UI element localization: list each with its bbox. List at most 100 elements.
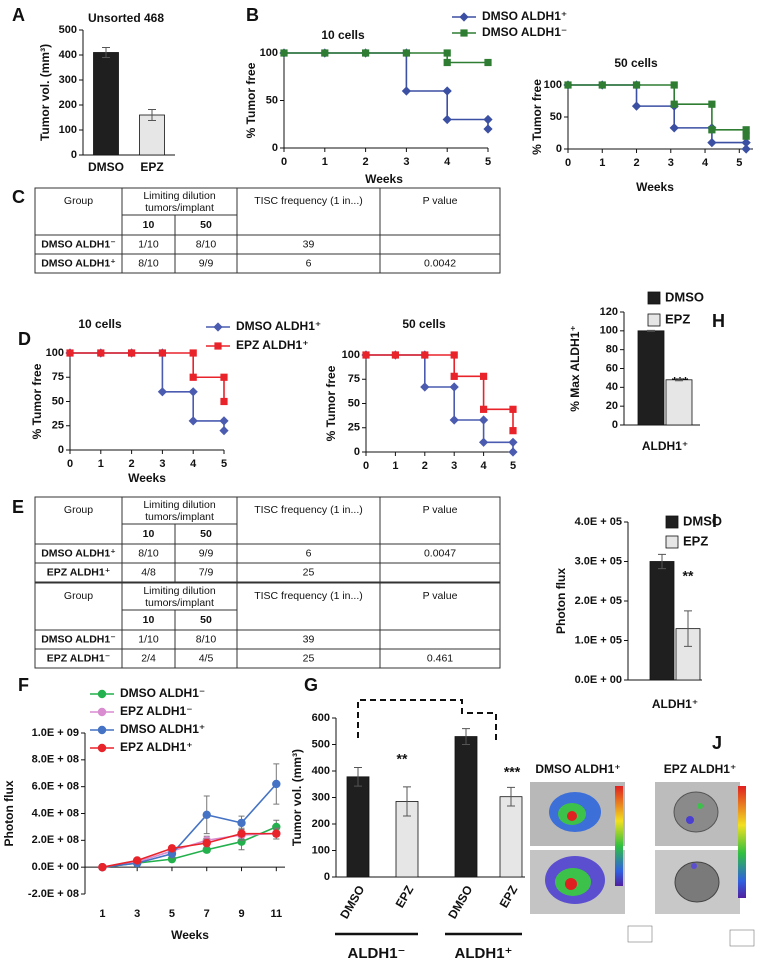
y-tick-label: 4.0E + 05 — [575, 516, 622, 528]
legend-swatch — [647, 291, 661, 305]
marker — [237, 818, 246, 828]
series-line — [70, 352, 225, 431]
table-cell: 0.0047 — [424, 547, 456, 559]
panel-letter: I — [712, 511, 717, 531]
marker — [480, 405, 488, 413]
table-border — [34, 496, 501, 583]
error-bar — [403, 786, 411, 817]
significance-bracket — [357, 699, 497, 742]
marker — [450, 372, 458, 380]
marker — [391, 351, 399, 359]
marker — [272, 779, 281, 789]
y-tick-label: 80 — [606, 344, 618, 356]
table-border — [34, 582, 501, 669]
y-tick-label: 0 — [58, 444, 64, 456]
panel-letter: D — [18, 329, 31, 349]
y-axis-label: % Tumor free — [30, 363, 44, 439]
marker — [219, 416, 229, 426]
marker — [450, 351, 458, 359]
marker — [402, 49, 410, 57]
y-tick-label: 120 — [600, 306, 618, 318]
image-blob — [674, 861, 720, 903]
y-tick-label: 25 — [348, 422, 360, 434]
y-axis-label: Tumor vol. (mm³) — [290, 749, 304, 846]
y-tick-label: 100 — [600, 325, 618, 337]
x-tick-label: ALDH1⁺ — [642, 439, 688, 453]
x-tick-label: 4 — [702, 157, 709, 169]
table-cell: 6 — [306, 257, 312, 269]
marker — [443, 49, 451, 57]
y-tick-label: 500 — [59, 24, 77, 36]
panel-letter: G — [304, 675, 318, 695]
x-tick-label: 0 — [281, 156, 287, 168]
marker — [509, 427, 517, 435]
y-tick-label: 100 — [342, 349, 360, 361]
marker — [362, 49, 370, 57]
y-axis-label: Tumor vol. (mm³) — [38, 44, 52, 141]
panel-letter: E — [12, 497, 24, 517]
y-tick-label: 1.0E + 09 — [32, 727, 79, 739]
table-cell: DMSO ALDH1⁺ — [41, 547, 116, 559]
marker — [442, 114, 452, 125]
error-bar — [675, 378, 683, 382]
x-tick-label: 5 — [736, 157, 742, 169]
marker — [632, 81, 641, 89]
table-header: TISC frequency (1 in...) — [254, 590, 363, 602]
marker — [564, 81, 572, 89]
legend-marker — [459, 12, 469, 22]
series-line — [366, 354, 514, 431]
y-tick-label: 50 — [52, 395, 64, 407]
y-tick-label: 50 — [348, 397, 360, 409]
marker — [483, 114, 493, 125]
x-axis-label: Weeks — [365, 172, 403, 186]
series-line — [102, 783, 277, 868]
x-tick-label: 9 — [238, 908, 244, 920]
legend-label: DMSO ALDH1⁺ — [236, 319, 321, 333]
y-tick-label: 0 — [71, 149, 77, 161]
y-axis-label: % Tumor free — [530, 79, 544, 155]
y-axis-label: % Tumor free — [324, 365, 338, 441]
y-axis-label: % Max ALDH1⁺ — [568, 325, 582, 412]
x-tick-label: 0 — [67, 458, 73, 470]
y-tick-label: 0 — [612, 419, 618, 431]
table-cell: 4/8 — [141, 566, 156, 578]
x-tick-label: 1 — [98, 458, 104, 470]
y-tick-label: 200 — [312, 818, 330, 830]
table-cell: DMSO ALDH1⁻ — [41, 238, 116, 250]
legend-label: EPZ ALDH1⁻ — [120, 704, 193, 718]
y-tick-label: 8.0E + 08 — [32, 754, 79, 766]
error-bar — [102, 47, 110, 58]
panel-letter: A — [12, 5, 25, 25]
marker — [480, 372, 488, 380]
legend-label: DMSO ALDH1⁺ — [482, 9, 567, 23]
chart-title: 50 cells — [614, 56, 658, 70]
marker — [443, 58, 451, 67]
x-tick-label: 3 — [134, 908, 140, 920]
table-subheader: 50 — [200, 614, 212, 626]
marker — [237, 837, 246, 846]
legend-label: EPZ ALDH1⁺ — [236, 338, 309, 352]
marker — [741, 138, 751, 148]
y-tick-label: 400 — [59, 49, 77, 61]
image-caption: EPZ ALDH1⁺ — [664, 762, 737, 776]
x-tick-label: 5 — [169, 908, 175, 920]
image-blob — [691, 863, 697, 869]
legend-label: EPZ ALDH1⁺ — [120, 740, 193, 754]
marker — [202, 810, 211, 820]
table-subheader: 50 — [200, 219, 212, 231]
image-blob — [565, 878, 577, 890]
chart-title: 50 cells — [402, 317, 446, 331]
x-tick-label: 3 — [159, 458, 165, 470]
y-tick-label: 100 — [260, 47, 278, 59]
y-tick-label: 0 — [324, 871, 330, 883]
x-tick-label: 3 — [403, 156, 409, 168]
marker — [598, 81, 606, 89]
legend-marker — [213, 322, 223, 332]
marker — [421, 351, 429, 359]
table-header: tumors/implant — [145, 511, 214, 523]
marker — [219, 426, 229, 436]
y-tick-label: 75 — [52, 371, 64, 383]
marker — [742, 132, 750, 140]
bar — [665, 379, 693, 426]
